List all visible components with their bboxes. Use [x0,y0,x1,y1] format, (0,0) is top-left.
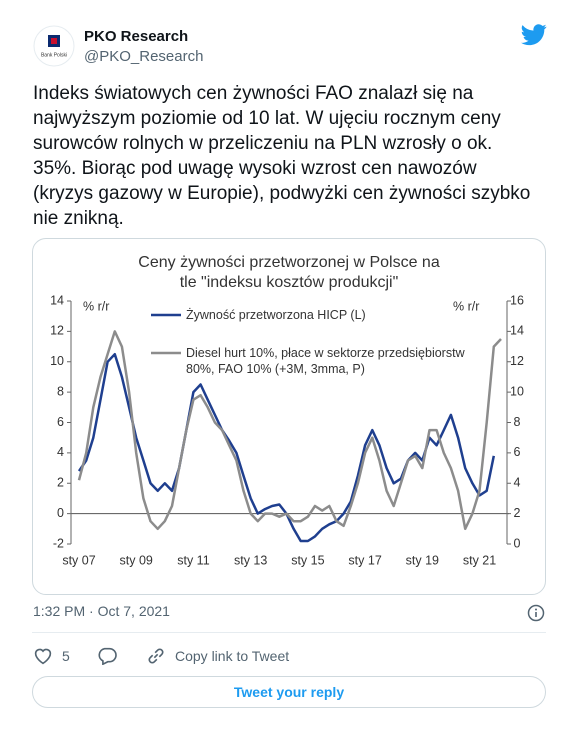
y-axis-label: % r/r [83,299,109,313]
x-tick-label: sty 21 [463,553,496,567]
legend-label: Diesel hurt 10%, płace w sektorze przeds… [186,346,465,376]
avatar[interactable]: Bank Polski [33,25,75,67]
x-tick-label: sty 11 [177,553,209,567]
y2-axis-label: % r/r [453,299,479,313]
author-name[interactable]: PKO Research [84,28,189,45]
x-tick-label: sty 19 [406,553,439,567]
link-icon[interactable] [146,646,166,666]
y-tick-label: 2 [57,476,64,490]
y-tick-label: 10 [50,354,64,368]
twitter-logo[interactable] [521,24,547,46]
avatar-label: Bank Polski [41,52,67,58]
chart-title: Ceny żywności przetworzonej w Polsce na … [138,254,440,291]
y-tick-label: -2 [53,536,64,550]
y2-tick-label: 10 [510,384,524,398]
y-tick-label: 0 [57,506,64,520]
divider [32,632,546,633]
copy-link[interactable]: Copy link to Tweet [175,648,290,664]
like-icon[interactable] [33,647,53,665]
y2-tick-label: 14 [510,324,524,338]
y2-tick-label: 8 [514,415,521,429]
timestamp[interactable]: 1:32 PM · Oct 7, 2021 [33,603,170,619]
tweet-text: Indeks światowych cen żywności FAO znala… [33,83,531,229]
y-tick-label: 12 [50,324,64,338]
y2-tick-label: 4 [514,476,521,490]
chart-card[interactable]: -2 0 2 4 6 8 10 12 14 0 2 4 6 8 10 12 14 16 % r/r % r/r sty … [32,238,546,595]
chart: -2 0 2 4 6 8 10 12 14 0 2 4 6 8 10 12 14 16 % r/r % r/r sty … [50,293,524,567]
series-line [77,330,502,531]
x-tick-label: sty 17 [348,553,381,567]
y2-tick-label: 12 [510,354,524,368]
x-tick-label: sty 15 [291,553,324,567]
legend-label: Żywność przetworzona HICP (L) [186,308,366,322]
y-tick-label: 8 [57,384,64,398]
like-count[interactable]: 5 [62,648,70,664]
x-tick-label: sty 09 [120,553,153,567]
y-tick-label: 6 [57,415,64,429]
y-tick-label: 4 [57,445,64,459]
y2-tick-label: 16 [510,293,524,307]
info-icon[interactable] [527,604,545,622]
y-tick-label: 14 [50,293,64,307]
y2-tick-label: 2 [514,506,521,520]
x-tick-label: sty 07 [62,553,95,567]
x-tick-label: sty 13 [234,553,267,567]
reply-button[interactable]: Tweet your reply [32,676,546,708]
author-handle[interactable]: @PKO_Research [84,48,204,65]
reply-icon[interactable] [97,647,117,665]
y2-tick-label: 0 [514,536,521,550]
y2-tick-label: 6 [514,445,521,459]
